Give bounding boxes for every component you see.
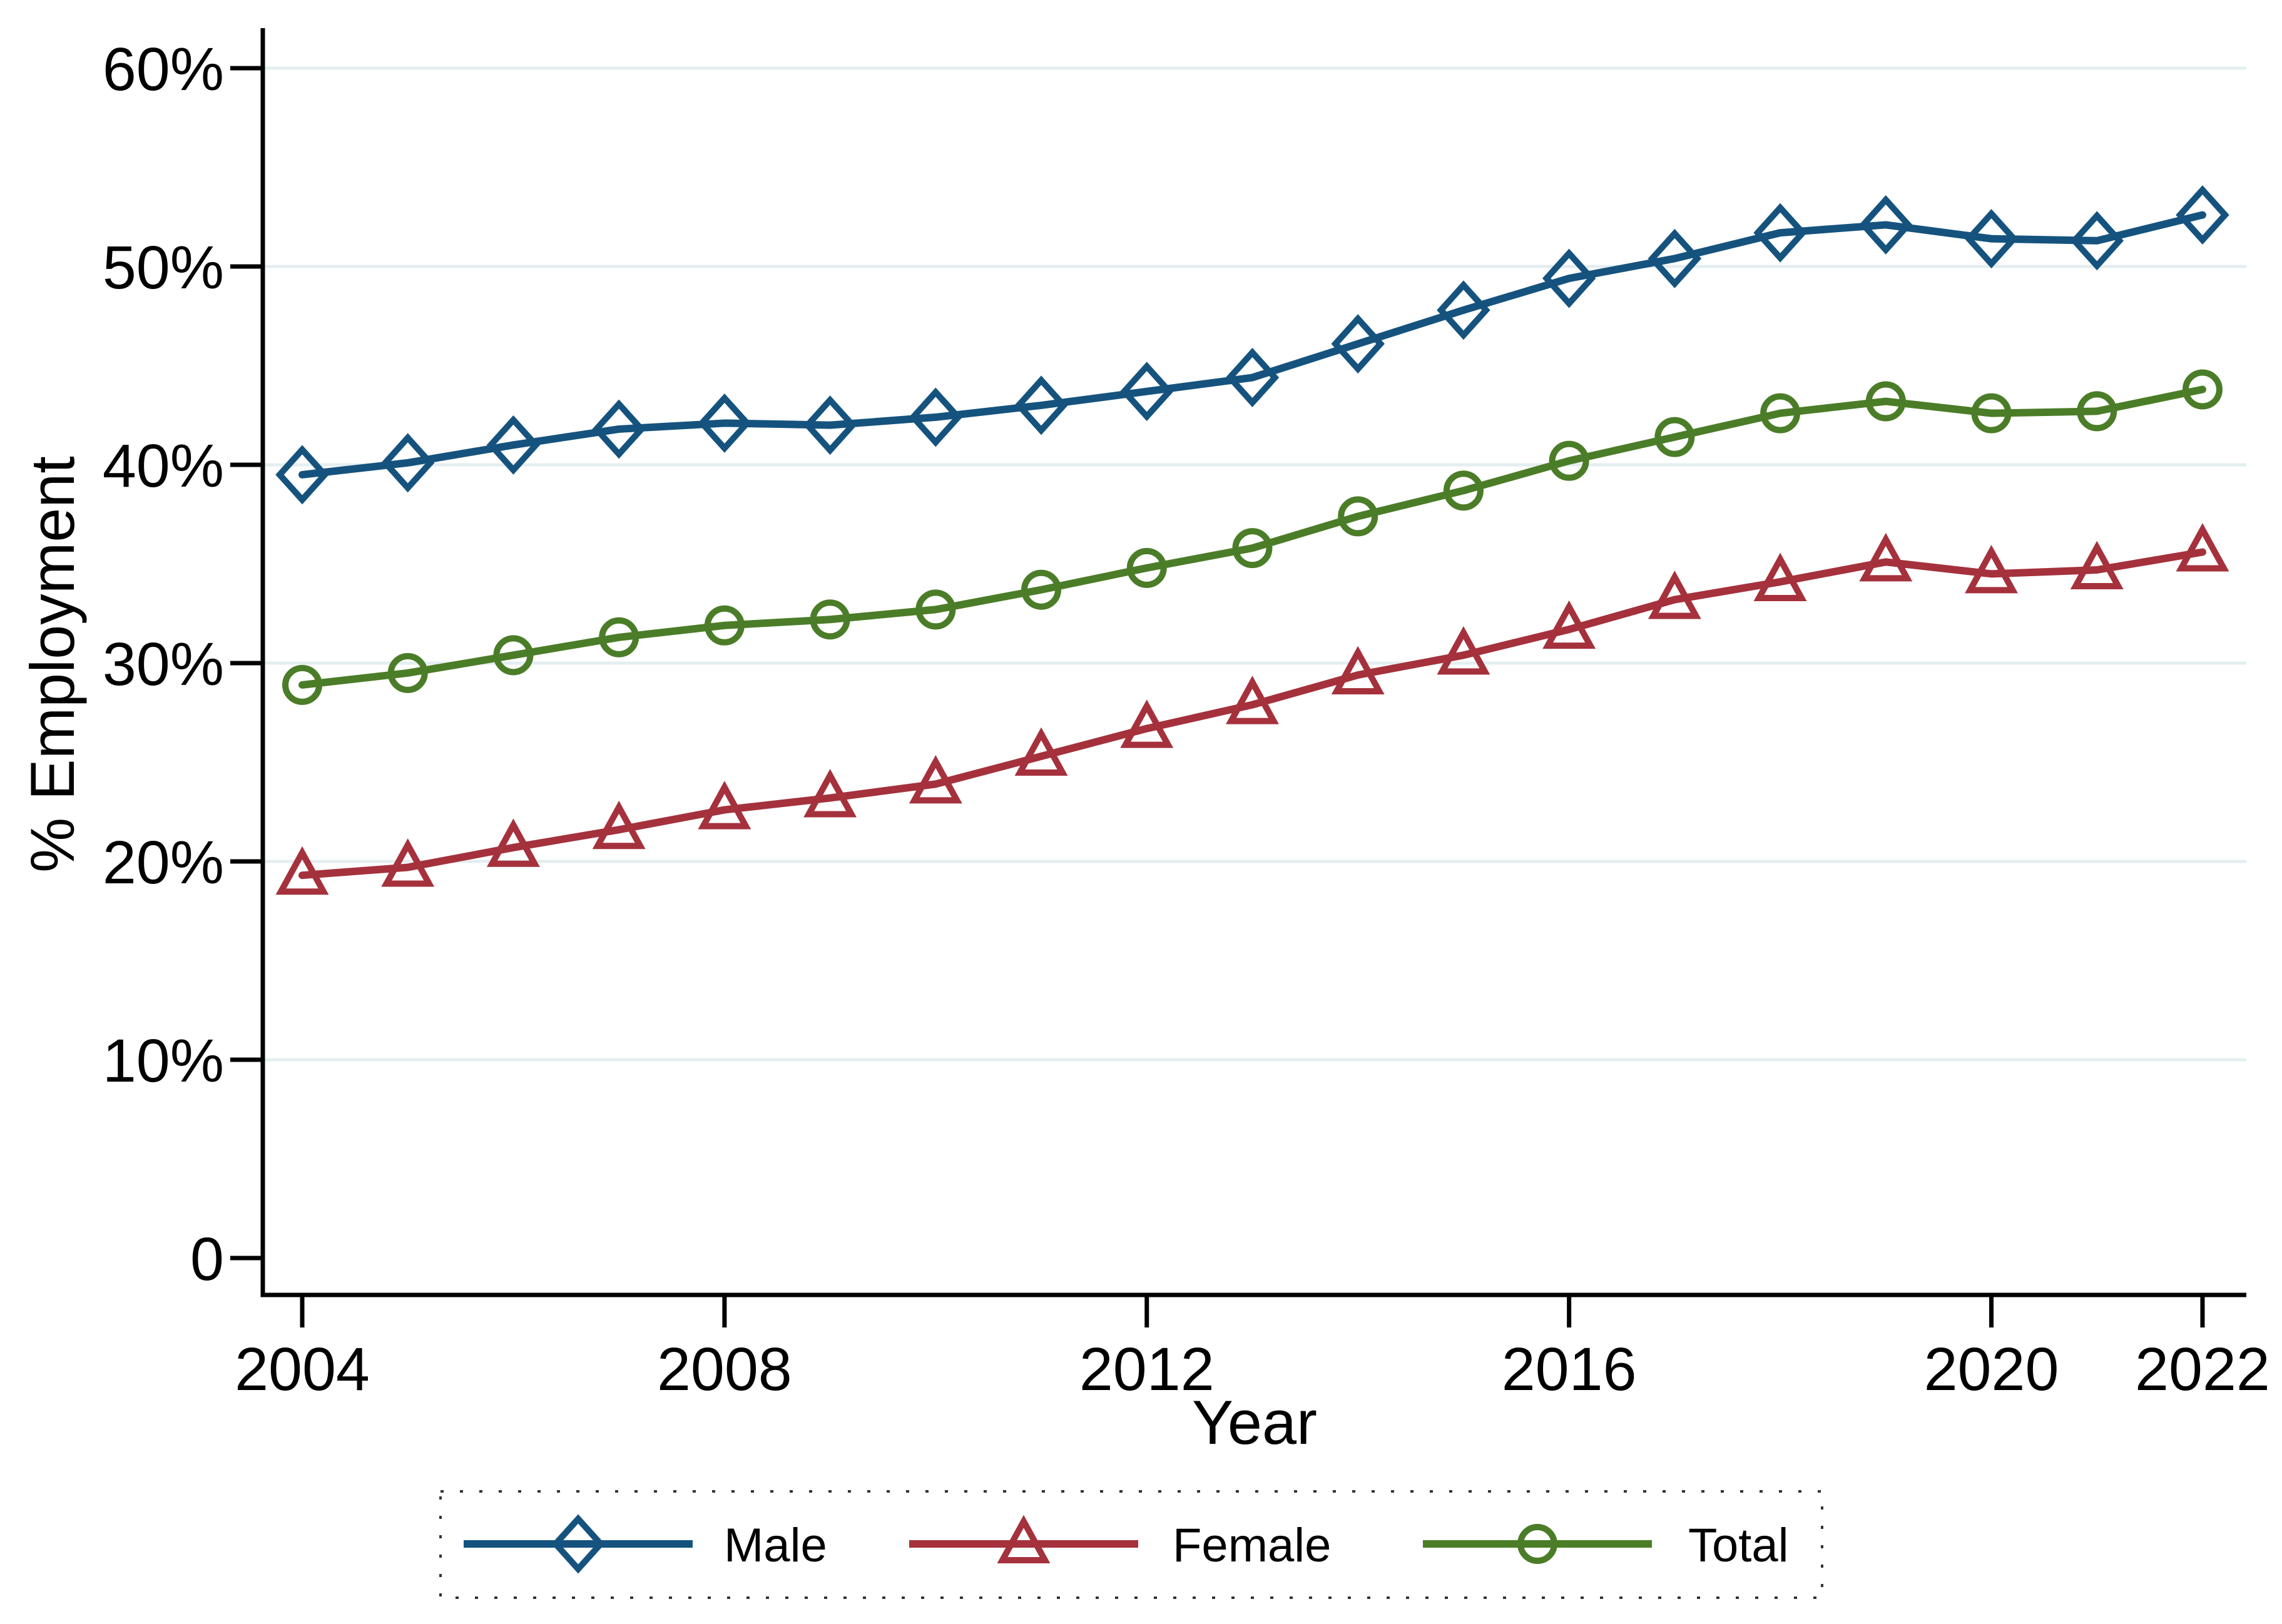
- y-axis-title: % Employment: [18, 456, 87, 873]
- circle-marker: [1232, 528, 1273, 569]
- triangle-marker: [1331, 646, 1385, 695]
- triangle-marker: [1014, 727, 1068, 776]
- axes: 0 10% 20% 30% 40% 50% 60% 2004 2008 2012 2016 2020 2…: [103, 28, 2270, 1403]
- legend-item-female: Female: [909, 1515, 1331, 1572]
- diamond-marker: [380, 433, 435, 493]
- circle-marker: [704, 605, 745, 646]
- triangle-marker: [1648, 571, 1701, 619]
- x-tick-label: 2008: [657, 1335, 792, 1403]
- triangle-marker: [997, 1515, 1051, 1563]
- y-tick-label: 10%: [103, 1027, 224, 1095]
- x-tick-label: 2016: [1502, 1335, 1637, 1403]
- legend-label: Female: [1173, 1519, 1331, 1572]
- y-tick-label: 40%: [103, 432, 224, 500]
- triangle-marker: [1965, 544, 2018, 594]
- legend-item-male: Male: [464, 1514, 827, 1574]
- triangle-marker: [592, 800, 646, 850]
- triangle-marker: [1753, 552, 1807, 602]
- circle-marker: [2077, 391, 2117, 432]
- x-tick-label: 2012: [1079, 1335, 1215, 1403]
- circle-marker: [810, 599, 850, 640]
- circle-marker: [1760, 393, 1801, 434]
- circle-marker: [2182, 369, 2223, 410]
- legend-item-total: Total: [1423, 1519, 1789, 1572]
- diamond-marker: [1648, 228, 1702, 288]
- circle-marker: [387, 652, 428, 693]
- circle-marker: [1443, 470, 1484, 511]
- circle-marker: [493, 635, 534, 676]
- diamond-marker: [1331, 314, 1385, 374]
- x-tick-label: 2004: [235, 1335, 370, 1403]
- diamond-marker: [1014, 375, 1068, 435]
- circle-marker: [1021, 569, 1062, 610]
- circle-marker: [1654, 417, 1695, 457]
- series-female: [275, 523, 2229, 895]
- diamond-marker: [592, 399, 646, 459]
- y-tick-label: 60%: [103, 35, 224, 103]
- diamond-marker: [1437, 280, 1490, 340]
- legend-label: Male: [724, 1519, 827, 1572]
- triangle-marker: [909, 754, 962, 804]
- series-male: [275, 185, 2229, 505]
- diamond-marker: [1753, 203, 1807, 263]
- diamond-marker: [909, 387, 963, 447]
- diamond-marker: [1225, 348, 1280, 407]
- legend-label: Total: [1688, 1519, 1789, 1572]
- series-line: [298, 211, 2206, 479]
- x-axis-title: Year: [1192, 1388, 1317, 1457]
- diamond-marker: [486, 415, 541, 475]
- circle-marker: [282, 664, 322, 705]
- triangle-marker: [1859, 532, 1913, 582]
- circle-marker: [1865, 381, 1906, 422]
- circle-marker: [599, 617, 639, 657]
- diamond-marker: [1120, 362, 1174, 422]
- diamond-marker: [698, 393, 751, 453]
- triangle-marker: [1542, 600, 1596, 649]
- circle-marker: [1517, 1524, 1557, 1564]
- triangle-marker: [381, 838, 435, 887]
- series-total: [282, 369, 2223, 705]
- legend: Male Female Total: [439, 1490, 1823, 1599]
- circle-marker: [1971, 393, 2012, 434]
- y-tick-label: 0: [190, 1225, 224, 1293]
- series-line: [298, 548, 2206, 880]
- triangle-marker: [803, 769, 857, 818]
- diamond-marker: [2176, 185, 2229, 245]
- diamond-marker: [2070, 211, 2124, 271]
- triangle-marker: [1226, 676, 1279, 724]
- diamond-marker: [1964, 209, 2019, 269]
- y-tick-label: 20%: [103, 828, 224, 896]
- circle-marker: [1338, 496, 1378, 537]
- y-tick-label: 30%: [103, 630, 224, 698]
- series-line: [298, 385, 2206, 689]
- triangle-marker: [2176, 523, 2229, 572]
- gridlines: [263, 66, 2246, 1062]
- triangle-marker: [698, 781, 751, 830]
- x-tick-label: 2022: [2135, 1335, 2270, 1403]
- diamond-marker: [551, 1514, 605, 1574]
- triangle-marker: [486, 818, 540, 867]
- diamond-marker: [1542, 248, 1596, 308]
- triangle-marker: [275, 846, 329, 895]
- y-tick-label: 50%: [103, 233, 224, 302]
- x-tick-label: 2020: [1924, 1335, 2059, 1403]
- circle-marker: [1126, 547, 1167, 588]
- circle-marker: [915, 589, 956, 630]
- circle-marker: [1549, 440, 1589, 481]
- triangle-marker: [1437, 626, 1490, 675]
- triangle-marker: [1120, 699, 1174, 748]
- diamond-marker: [803, 395, 857, 455]
- diamond-marker: [1859, 195, 1913, 255]
- diamond-marker: [275, 445, 329, 505]
- triangle-marker: [2070, 540, 2124, 590]
